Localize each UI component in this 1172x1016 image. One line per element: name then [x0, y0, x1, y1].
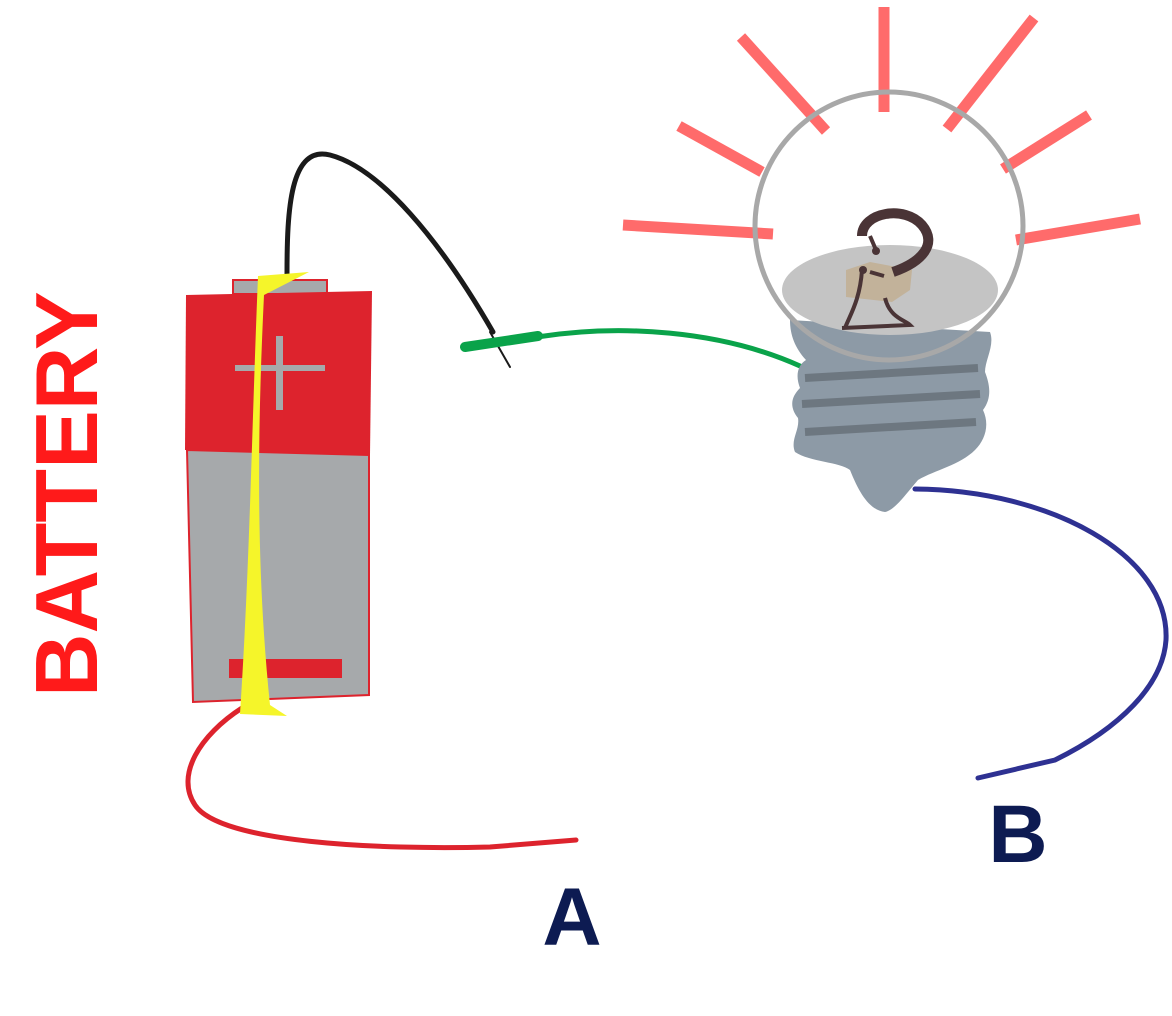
black-wire[interactable] — [284, 151, 496, 335]
wires — [185, 151, 1169, 851]
ray-6 — [1000, 110, 1092, 174]
filament-dot-2 — [872, 247, 880, 255]
battery-label: BATTERY — [17, 291, 116, 697]
terminal-b-label: B — [988, 789, 1047, 880]
bulb-thread-2 — [801, 390, 981, 408]
ray-2 — [676, 121, 765, 177]
ray-7 — [1015, 213, 1141, 246]
filament-coil — [857, 208, 934, 277]
bulb-glass — [752, 89, 1026, 363]
light-rays — [622, 7, 1141, 246]
red-wire[interactable] — [185, 705, 579, 851]
filament-bar — [869, 270, 885, 278]
battery-plus-vertical — [276, 336, 283, 410]
bulb-base — [790, 320, 992, 512]
battery-body — [185, 448, 370, 704]
bulb-thread-1 — [804, 364, 979, 382]
filament-wire-bottom — [841, 297, 915, 330]
green-wire[interactable] — [534, 328, 803, 369]
green-wire-tip — [460, 331, 543, 352]
blue-wire[interactable] — [912, 486, 1169, 781]
ray-1 — [622, 219, 774, 240]
battery-tape — [240, 272, 309, 716]
filament-wire-left — [843, 269, 864, 329]
battery-icon — [185, 272, 372, 716]
light-bulb-icon — [752, 89, 1026, 512]
filament-dot-1 — [859, 266, 867, 274]
terminal-a-label: A — [542, 872, 601, 963]
bulb-thread-3 — [804, 418, 977, 436]
